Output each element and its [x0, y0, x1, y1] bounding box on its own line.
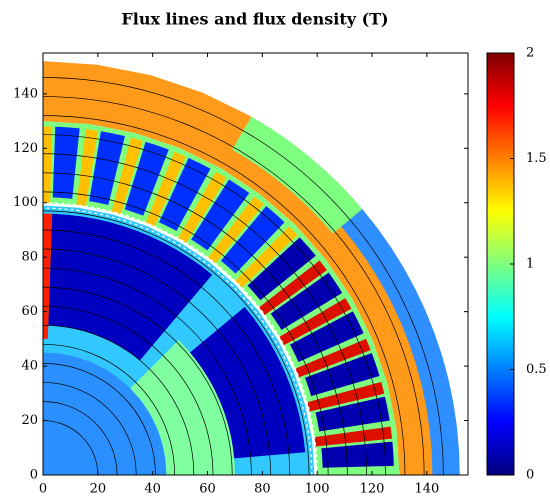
colorbar: [486, 52, 515, 476]
flux-line: [43, 420, 99, 475]
x-tick-label: 100: [305, 482, 330, 497]
flux-line: [43, 267, 252, 475]
x-tick-label: 120: [360, 482, 385, 497]
flux-line: [43, 229, 291, 475]
colorbar-tick-label: 1.5: [526, 151, 547, 166]
flux-line: [43, 343, 175, 475]
stator-tooth: [279, 298, 352, 346]
stator-tooth: [76, 129, 98, 207]
colorbar-tick-label: 2: [526, 46, 534, 61]
stator-tooth: [295, 338, 371, 378]
x-tick-label: 40: [144, 482, 161, 497]
flux-line: [43, 401, 118, 475]
colorbar-tick-label: 0: [526, 468, 534, 483]
stator-slot: [321, 441, 394, 468]
y-tick-label: 80: [21, 250, 38, 265]
stator-slot: [270, 272, 343, 330]
x-tick-label: 0: [39, 482, 47, 497]
stator-slot: [315, 396, 390, 432]
stator-tooth: [235, 226, 298, 288]
flux-line: [43, 153, 367, 475]
flux-line: [43, 286, 233, 475]
flux-line: [43, 305, 214, 475]
stator-slot: [124, 141, 169, 216]
flux-line: [43, 172, 348, 475]
y-tick-label: 140: [13, 86, 38, 101]
colorbar-tick-label: 1: [526, 257, 534, 272]
plot-frame: [42, 52, 469, 476]
stator-slot: [304, 352, 380, 397]
flux-line: [43, 324, 195, 475]
stator-tooth: [314, 426, 393, 447]
airgap-line: [43, 207, 313, 475]
stator-yoke-outer: [232, 116, 363, 234]
stator-tooth: [178, 171, 227, 243]
y-tick-label: 0: [30, 468, 38, 483]
y-tick-label: 100: [13, 195, 38, 210]
y-tick-label: 20: [21, 413, 38, 428]
flux-line: [43, 96, 425, 475]
flux-line: [43, 77, 444, 475]
airgap-line: [43, 202, 318, 475]
y-tick-label: 120: [13, 141, 38, 156]
rotor-bridge: [43, 213, 53, 339]
stator-slot: [52, 126, 80, 199]
y-tick-label: 60: [21, 304, 38, 319]
x-tick-label: 140: [414, 482, 439, 497]
x-tick-label: 60: [199, 482, 216, 497]
rotor-inner: [43, 352, 167, 475]
stator-tooth: [145, 151, 186, 227]
flux-line: [43, 363, 156, 475]
flux-line: [43, 134, 387, 475]
rotor-magnet: [190, 306, 306, 459]
colorbar-tick-label: 0.5: [526, 362, 547, 377]
y-tick-label: 40: [21, 359, 38, 374]
flux-line: [43, 248, 271, 475]
x-tick-label: 20: [90, 482, 107, 497]
flux-line: [43, 115, 406, 475]
stator-slot: [158, 157, 211, 231]
stator-tooth: [208, 196, 264, 264]
stator-tooth: [111, 137, 143, 214]
x-tick-label: 80: [254, 482, 271, 497]
rotor-yoke: [130, 340, 235, 475]
stator-tooth: [43, 126, 53, 203]
stator-slot: [89, 131, 125, 205]
flux-line: [43, 210, 310, 475]
chart-title: Flux lines and flux density (T): [121, 10, 388, 29]
flux-line: [43, 382, 137, 475]
stator-slot: [220, 206, 285, 274]
flux-density-field: [43, 61, 460, 475]
stator-tooth: [259, 260, 327, 315]
stator-slot: [247, 237, 316, 301]
stator-yoke-outer: [341, 208, 460, 475]
flux-line: [43, 191, 329, 475]
stator-slot: [191, 179, 250, 251]
stator-slot: [289, 311, 364, 363]
stator-tooth: [307, 381, 385, 412]
